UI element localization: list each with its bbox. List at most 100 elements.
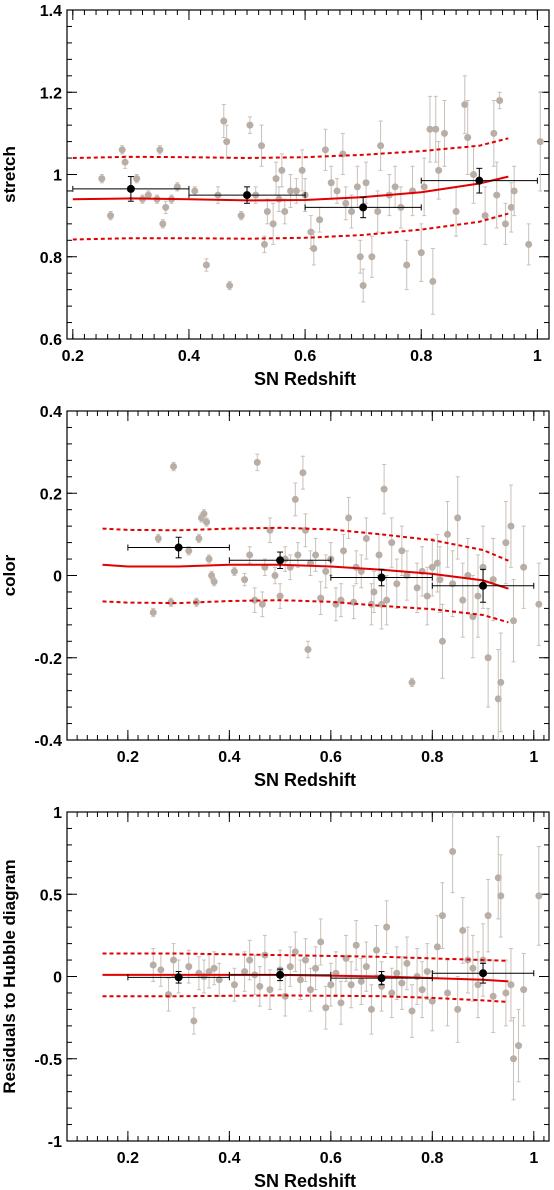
y-tick-label-residuals: 0.5	[40, 887, 62, 904]
sn-point	[156, 146, 164, 154]
sn-point	[271, 572, 279, 579]
sn-point	[383, 596, 391, 604]
model-lower-band	[72, 212, 509, 241]
sn-point	[185, 547, 193, 555]
sn-point	[367, 1005, 375, 1013]
sn-point	[327, 179, 335, 187]
bin-point	[479, 581, 488, 590]
sn-point	[322, 567, 330, 575]
sn-point	[429, 277, 437, 285]
sn-point	[452, 208, 460, 216]
sn-point	[481, 212, 489, 220]
y-tick-label-color: 0.2	[40, 486, 62, 503]
sn-point	[272, 175, 280, 183]
sn-point	[372, 946, 380, 954]
sn-point	[507, 522, 515, 530]
x-tick-label-residuals: 1	[529, 1150, 538, 1167]
model-lower-band	[102, 994, 509, 1003]
sn-point	[157, 966, 165, 974]
sn-point	[432, 125, 440, 133]
sn-point	[162, 203, 170, 211]
y-tick-label-stretch: 0.8	[40, 250, 62, 267]
sn-point	[291, 495, 299, 503]
xlabel-color: SN Redshift	[254, 770, 356, 790]
plot-frame-residuals	[66, 811, 550, 1142]
sn-point	[417, 249, 425, 257]
sn-point	[195, 534, 203, 542]
sn-point	[464, 133, 472, 141]
sn-point	[433, 559, 441, 567]
sn-point	[299, 469, 307, 477]
xlabel-stretch: SN Redshift	[254, 369, 356, 389]
sn-point	[307, 228, 315, 236]
sn-point	[251, 596, 259, 604]
y-tick-label-residuals: -1	[48, 1134, 62, 1151]
sn-point	[185, 963, 193, 971]
x-tick-label-stretch: 1	[533, 348, 542, 365]
sn-point	[428, 563, 436, 571]
sn-point	[470, 171, 478, 178]
sn-point	[215, 976, 223, 984]
bin-point	[377, 974, 386, 983]
sn-point	[398, 547, 406, 555]
sn-point	[276, 592, 284, 600]
sn-point	[484, 912, 492, 920]
sn-point	[484, 654, 492, 662]
sn-point	[203, 518, 211, 526]
sn-point	[241, 576, 249, 584]
sn-point	[444, 989, 452, 997]
sn-point	[413, 973, 421, 980]
sn-point	[210, 964, 218, 972]
xlabel-hubble-residuals: SN Redshift	[254, 1171, 356, 1190]
sn-point	[435, 166, 443, 174]
sn-point	[362, 963, 370, 971]
sn-point	[535, 600, 543, 608]
ylabel-color: color	[0, 554, 19, 596]
sn-point	[340, 547, 348, 555]
sn-point	[266, 986, 274, 994]
sn-point	[98, 175, 106, 183]
y-tick-label-stretch: 1.2	[40, 85, 62, 102]
sn-point	[144, 191, 152, 199]
x-tick-label-stretch: 0.6	[294, 348, 316, 365]
sn-point	[423, 968, 431, 976]
y-tick-label-stretch: 1.4	[40, 3, 62, 20]
model-upper-band	[102, 952, 509, 962]
sn-point	[494, 874, 502, 882]
panel-color: color SN Redshift 0.2 0.4 0.6 0.8 1 -0.4 -0.2 0…	[0, 404, 550, 790]
sn-point	[342, 199, 350, 207]
x-tick-label-color: 1	[529, 749, 538, 766]
bin-point	[276, 970, 285, 979]
sn-point	[489, 992, 497, 1000]
sn-point	[357, 567, 365, 575]
bin-point	[359, 203, 368, 212]
sn-point	[220, 117, 228, 125]
model-lower-band	[102, 599, 509, 624]
sn-point	[388, 539, 396, 547]
sn-point	[107, 212, 115, 220]
sn-point	[345, 514, 353, 522]
x-tick-label-color: 0.8	[421, 749, 443, 766]
sn-point	[408, 1007, 416, 1015]
bin-point	[475, 176, 484, 185]
plot-data-color	[102, 453, 543, 740]
sn-point	[507, 203, 515, 211]
sn-point	[362, 179, 370, 187]
x-tick-label-color: 0.2	[117, 749, 139, 766]
sn-point	[496, 96, 504, 104]
sn-point	[170, 463, 178, 471]
sn-point	[301, 956, 309, 964]
sn-point	[459, 926, 467, 934]
sn-point	[469, 964, 477, 972]
sn-point	[237, 212, 245, 220]
sn-point	[515, 1042, 523, 1050]
sn-point	[502, 539, 510, 547]
bin-point	[377, 573, 386, 582]
sn-point	[377, 142, 385, 150]
sn-point	[278, 166, 286, 174]
sn-point	[428, 997, 436, 1005]
sn-point	[149, 609, 157, 617]
sn-point	[230, 567, 238, 575]
sn-point	[474, 592, 482, 600]
